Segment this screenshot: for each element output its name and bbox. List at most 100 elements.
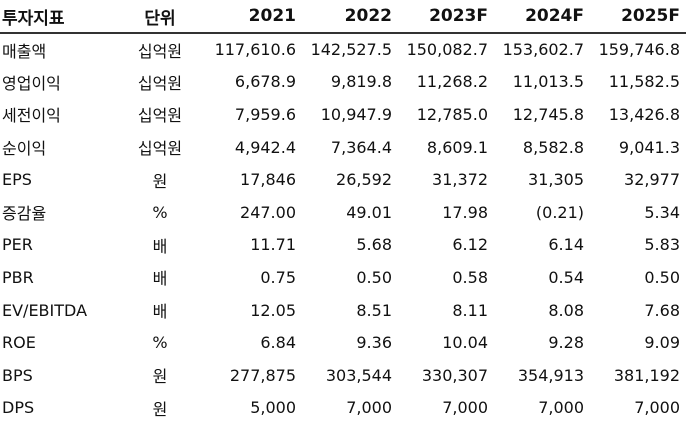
row-value: 7,000 xyxy=(634,398,680,418)
row-value: 153,602.7 xyxy=(502,40,584,60)
table-row: PBR 배 0.75 0.50 0.58 0.54 0.50 xyxy=(0,261,686,294)
row-value: 17.98 xyxy=(442,202,488,222)
row-unit: 십억원 xyxy=(137,139,183,159)
row-value: 11,582.5 xyxy=(608,72,680,92)
row-unit: % xyxy=(152,333,168,353)
row-value: 9.28 xyxy=(548,333,584,353)
row-unit: 십억원 xyxy=(137,106,183,126)
table-body: 매출액 십억원 117,610.6 142,527.5 150,082.7 15… xyxy=(0,33,686,424)
row-value: 9,819.8 xyxy=(330,72,392,92)
row-value: 10.04 xyxy=(442,333,488,353)
table-row: 영업이익 십억원 6,678.9 9,819.8 11,268.2 11,013… xyxy=(0,66,686,99)
row-value: 6,678.9 xyxy=(234,72,296,92)
header-year: 2025F xyxy=(590,0,686,34)
row-value: 6.12 xyxy=(452,235,488,255)
row-value: 159,746.8 xyxy=(598,40,680,60)
table-header: 투자지표 단위 2021 2022 2023F 2024F 2025F xyxy=(0,0,686,34)
row-value: 0.54 xyxy=(548,267,584,287)
row-value: 4,942.4 xyxy=(234,137,296,157)
row-item: 세전이익 xyxy=(2,106,61,126)
table-row: EPS 원 17,846 26,592 31,372 31,305 32,977 xyxy=(0,163,686,196)
row-value: 7.68 xyxy=(644,300,680,320)
row-value: 10,947.9 xyxy=(320,104,392,124)
row-value: 7,000 xyxy=(538,398,584,418)
row-value: 142,527.5 xyxy=(310,40,392,60)
row-unit: 십억원 xyxy=(137,73,183,93)
row-value: 13,426.8 xyxy=(608,104,680,124)
row-value: 7,000 xyxy=(442,398,488,418)
table-row: PER 배 11.71 5.68 6.12 6.14 5.83 xyxy=(0,229,686,262)
row-value: 6.84 xyxy=(260,333,296,353)
row-value: 32,977 xyxy=(624,170,680,190)
row-value: 7,959.6 xyxy=(234,104,296,124)
header-year: 2021 xyxy=(206,0,302,34)
row-value: 0.75 xyxy=(260,267,296,287)
row-value: 26,592 xyxy=(336,170,392,190)
row-value: 31,305 xyxy=(528,170,584,190)
table-row: 순이익 십억원 4,942.4 7,364.4 8,609.1 8,582.8 … xyxy=(0,131,686,164)
row-value: 8.51 xyxy=(356,300,392,320)
row-item: EV/EBITDA xyxy=(2,300,88,320)
table-row: ROE % 6.84 9.36 10.04 9.28 9.09 xyxy=(0,326,686,359)
row-value: 6.14 xyxy=(548,235,584,255)
row-value: 5.34 xyxy=(644,202,680,222)
table-row: EV/EBITDA 배 12.05 8.51 8.11 8.08 7.68 xyxy=(0,294,686,327)
header-year: 2023F xyxy=(398,0,494,34)
row-value: 303,544 xyxy=(325,365,392,385)
row-value: 9.09 xyxy=(644,333,680,353)
row-value: 49.01 xyxy=(346,202,392,222)
row-value: 8,609.1 xyxy=(426,137,488,157)
row-value: 7,364.4 xyxy=(330,137,392,157)
row-unit: 배 xyxy=(152,302,168,322)
row-value: 12,745.8 xyxy=(512,104,584,124)
row-item: PBR xyxy=(2,267,34,287)
row-value: 330,307 xyxy=(421,365,488,385)
header-row: 투자지표 단위 2021 2022 2023F 2024F 2025F xyxy=(0,0,686,34)
row-value: 11,013.5 xyxy=(512,72,584,92)
row-value: 31,372 xyxy=(432,170,488,190)
row-unit: 원 xyxy=(152,171,168,191)
row-value: 9,041.3 xyxy=(618,137,680,157)
row-value: 8.11 xyxy=(452,300,488,320)
row-value: 11.71 xyxy=(250,235,296,255)
row-unit: 배 xyxy=(152,269,168,289)
table-row: 세전이익 십억원 7,959.6 10,947.9 12,785.0 12,74… xyxy=(0,98,686,131)
row-item: BPS xyxy=(2,365,33,385)
row-value: 9.36 xyxy=(356,333,392,353)
header-item: 투자지표 xyxy=(0,0,114,34)
row-unit: % xyxy=(152,202,168,222)
table-row: DPS 원 5,000 7,000 7,000 7,000 7,000 xyxy=(0,392,686,425)
row-value: 0.58 xyxy=(452,267,488,287)
row-item: EPS xyxy=(2,170,32,190)
row-item: 매출액 xyxy=(2,41,47,61)
row-value: 12.05 xyxy=(250,300,296,320)
row-value: 277,875 xyxy=(229,365,296,385)
row-item: DPS xyxy=(2,398,35,418)
row-value: 117,610.6 xyxy=(214,40,296,60)
header-year: 2022 xyxy=(302,0,398,34)
row-unit: 배 xyxy=(152,236,168,256)
row-value: 8,582.8 xyxy=(522,137,584,157)
row-value: 0.50 xyxy=(356,267,392,287)
row-item: ROE xyxy=(2,333,36,353)
table-row: BPS 원 277,875 303,544 330,307 354,913 38… xyxy=(0,359,686,392)
row-item: 영업이익 xyxy=(2,73,61,93)
row-value: 12,785.0 xyxy=(416,104,488,124)
row-value: 5,000 xyxy=(250,398,296,418)
row-unit: 원 xyxy=(152,399,168,419)
row-item: 증감율 xyxy=(2,204,47,224)
row-item: PER xyxy=(2,235,33,255)
table-row: 매출액 십억원 117,610.6 142,527.5 150,082.7 15… xyxy=(0,33,686,66)
header-unit: 단위 xyxy=(114,0,206,34)
row-value: 381,192 xyxy=(613,365,680,385)
row-value: 150,082.7 xyxy=(406,40,488,60)
row-value: 8.08 xyxy=(548,300,584,320)
row-item: 순이익 xyxy=(2,139,47,159)
row-value: 5.83 xyxy=(644,235,680,255)
header-year: 2024F xyxy=(494,0,590,34)
row-unit: 원 xyxy=(152,367,168,387)
row-value: 247.00 xyxy=(240,202,296,222)
row-value: 5.68 xyxy=(356,235,392,255)
